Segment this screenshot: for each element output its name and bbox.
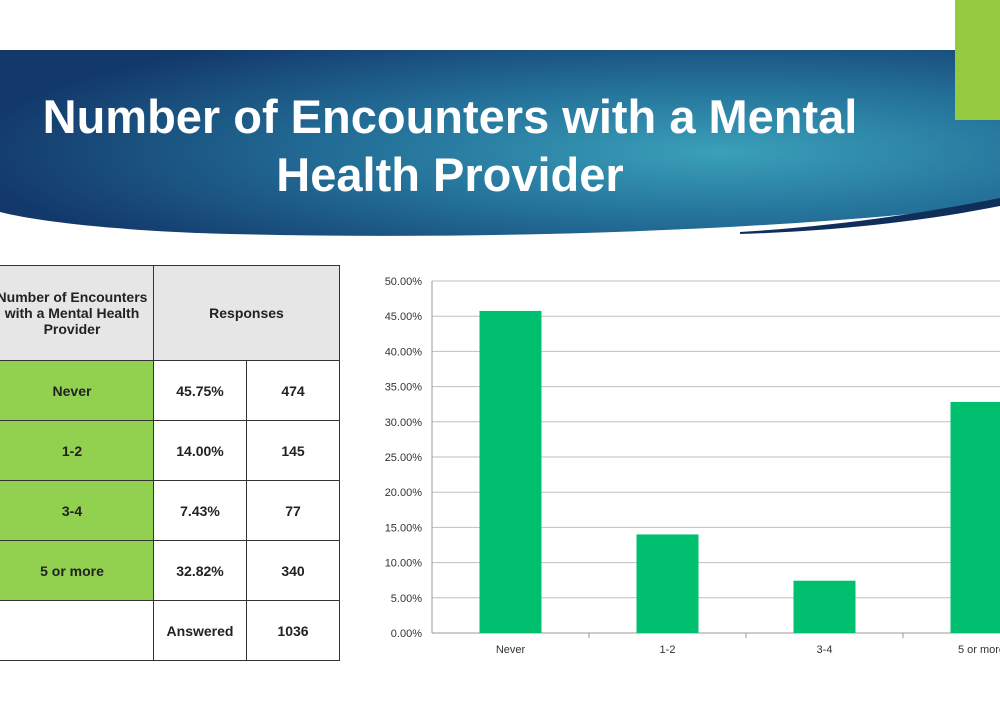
y-tick-label: 25.00%	[385, 452, 423, 464]
answered-count: 1036	[246, 600, 340, 661]
row-count: 145	[246, 420, 340, 481]
y-tick-label: 45.00%	[385, 311, 423, 323]
responses-table: Number of Encounters with a Mental Healt…	[0, 265, 340, 661]
row-count: 340	[246, 540, 340, 601]
table-row: 5 or more 32.82% 340	[0, 540, 340, 601]
x-tick-label: 1-2	[660, 644, 676, 656]
row-percent: 14.00%	[153, 420, 247, 481]
bar	[793, 580, 856, 633]
y-tick-label: 30.00%	[385, 417, 423, 429]
table-row-answered: Answered 1036	[0, 600, 340, 661]
x-tick-label: 3-4	[817, 644, 833, 656]
y-tick-label: 0.00%	[391, 628, 422, 640]
bar	[950, 401, 1000, 633]
empty-cell	[0, 600, 154, 661]
x-tick-label: 5 or more	[958, 644, 1000, 656]
bar-chart: 0.00% 5.00% 10.00% 15.00% 20.00% 25.00% 30.00%…	[385, 276, 1000, 656]
y-tick-label: 20.00%	[385, 487, 423, 499]
y-tick-label: 15.00%	[385, 522, 423, 534]
row-category: 5 or more	[0, 540, 154, 601]
table-row: 1-2 14.00% 145	[0, 420, 340, 481]
accent-tab	[955, 0, 1000, 120]
y-tick-label: 10.00%	[385, 558, 423, 570]
table-row: 3-4 7.43% 77	[0, 480, 340, 541]
y-tick-label: 40.00%	[385, 346, 423, 358]
slide-title: Number of Encounters with a Mental Healt…	[42, 90, 858, 201]
y-tick-label: 50.00%	[385, 276, 423, 288]
table-row: Never 45.75% 474	[0, 360, 340, 421]
row-count: 77	[246, 480, 340, 541]
row-percent: 7.43%	[153, 480, 247, 541]
header-category: Number of Encounters with a Mental Healt…	[0, 265, 154, 361]
y-tick-label: 35.00%	[385, 382, 423, 394]
title-banner	[0, 50, 1000, 236]
row-percent: 45.75%	[153, 360, 247, 421]
row-category: 3-4	[0, 480, 154, 541]
bar	[636, 534, 699, 633]
row-category: 1-2	[0, 420, 154, 481]
y-tick-label: 5.00%	[391, 593, 422, 605]
bar	[479, 310, 542, 633]
row-count: 474	[246, 360, 340, 421]
answered-label: Answered	[153, 600, 247, 661]
row-percent: 32.82%	[153, 540, 247, 601]
x-tick-label: Never	[496, 644, 526, 656]
row-category: Never	[0, 360, 154, 421]
header-responses: Responses	[153, 265, 340, 361]
